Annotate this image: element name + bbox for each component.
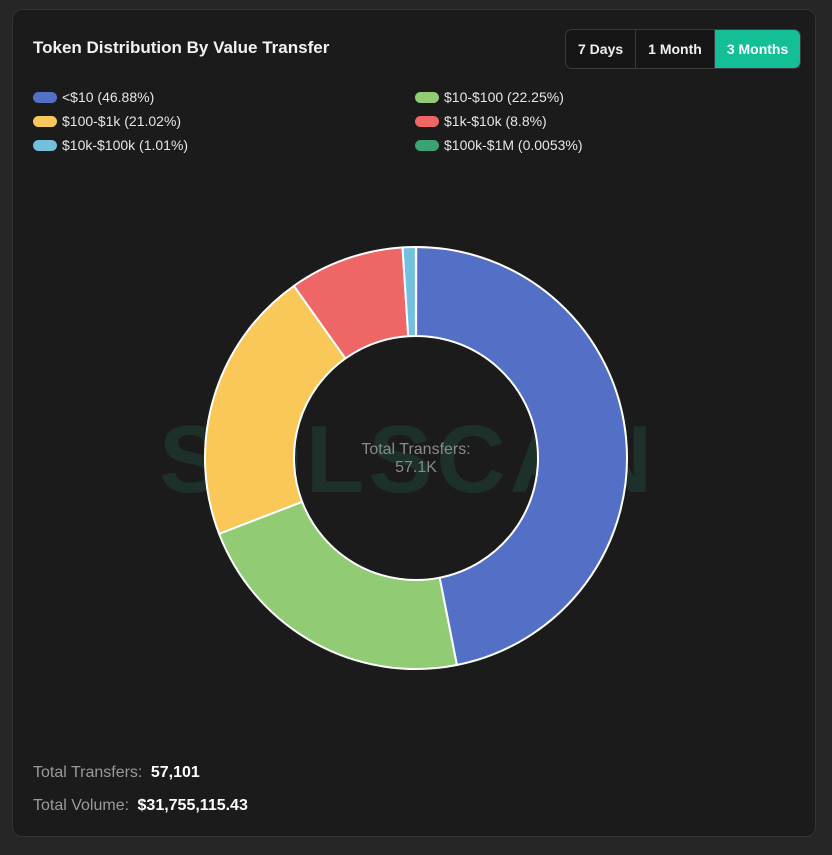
time-range-selector: 7 Days 1 Month 3 Months [565, 29, 802, 69]
total-transfers-value: 57,101 [150, 764, 200, 781]
legend-item[interactable]: <$10 (46.88%) [33, 89, 154, 105]
donut-chart: Total Transfers:57.1K [204, 245, 628, 670]
distribution-card: Token Distribution By Value Transfer 7 D… [12, 9, 816, 837]
donut-center-value: 57.1K [395, 459, 437, 476]
total-volume-label: Total Volume: [33, 797, 130, 814]
total-transfers-row: Total Transfers: 57,101 [33, 764, 200, 782]
legend-swatch [33, 91, 57, 103]
legend-swatch [33, 139, 57, 151]
donut-slice[interactable] [204, 284, 347, 535]
legend-label: $1k-$10k (8.8%) [444, 113, 547, 129]
total-volume-row: Total Volume: $31,755,115.43 [33, 797, 248, 815]
legend-label: $10k-$100k (1.01%) [62, 137, 189, 153]
legend-swatch [415, 91, 439, 103]
legend-item[interactable]: $100k-$1M (0.0053%) [415, 137, 583, 153]
legend-swatch [415, 115, 439, 127]
donut-slice[interactable] [218, 500, 458, 670]
legend-item[interactable]: $1k-$10k (8.8%) [415, 113, 547, 129]
legend-item[interactable]: $10-$100 (22.25%) [415, 89, 564, 105]
legend-swatch [415, 139, 439, 151]
donut-slice[interactable] [415, 246, 628, 667]
legend-label: $10-$100 (22.25%) [444, 89, 564, 105]
legend-label: $100k-$1M (0.0053%) [444, 137, 583, 153]
card-title: Token Distribution By Value Transfer [33, 38, 330, 57]
legend-label: $100-$1k (21.02%) [62, 113, 182, 129]
total-transfers-label: Total Transfers: [33, 764, 143, 781]
legend-label: <$10 (46.88%) [62, 89, 155, 105]
donut-center-label: Total Transfers: [361, 441, 470, 458]
range-3-months-button[interactable]: 3 Months [714, 30, 801, 68]
legend-item[interactable]: $10k-$100k (1.01%) [33, 137, 188, 153]
range-7-days-button[interactable]: 7 Days [566, 30, 637, 68]
legend-item[interactable]: $100-$1k (21.02%) [33, 113, 181, 129]
range-1-month-button[interactable]: 1 Month [636, 30, 715, 68]
legend-swatch [33, 115, 57, 127]
total-volume-value: $31,755,115.43 [137, 797, 248, 814]
